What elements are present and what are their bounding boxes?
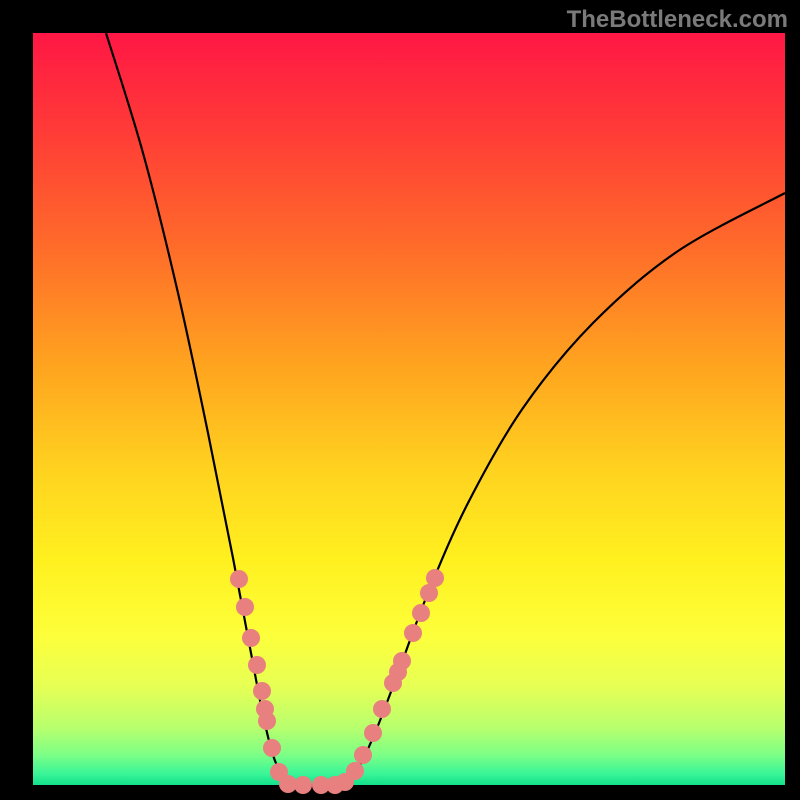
curve-marker [373, 700, 391, 718]
curve-marker [263, 739, 281, 757]
figure-root: TheBottleneck.com [0, 0, 800, 800]
curve-marker [253, 682, 271, 700]
curve-marker [242, 629, 260, 647]
curve-marker [364, 724, 382, 742]
curve-marker [230, 570, 248, 588]
watermark-text: TheBottleneck.com [567, 6, 788, 34]
v-curve [106, 33, 785, 785]
curve-marker [346, 762, 364, 780]
curve-marker [294, 776, 312, 794]
curve-marker [236, 598, 254, 616]
curve-marker [426, 569, 444, 587]
curve-marker [404, 624, 422, 642]
curve-marker [412, 604, 430, 622]
plot-area [33, 33, 785, 785]
curve-markers [230, 569, 444, 794]
curve-marker [258, 712, 276, 730]
curve-marker [354, 746, 372, 764]
curve-layer [33, 33, 785, 785]
curve-marker [248, 656, 266, 674]
curve-marker [393, 652, 411, 670]
